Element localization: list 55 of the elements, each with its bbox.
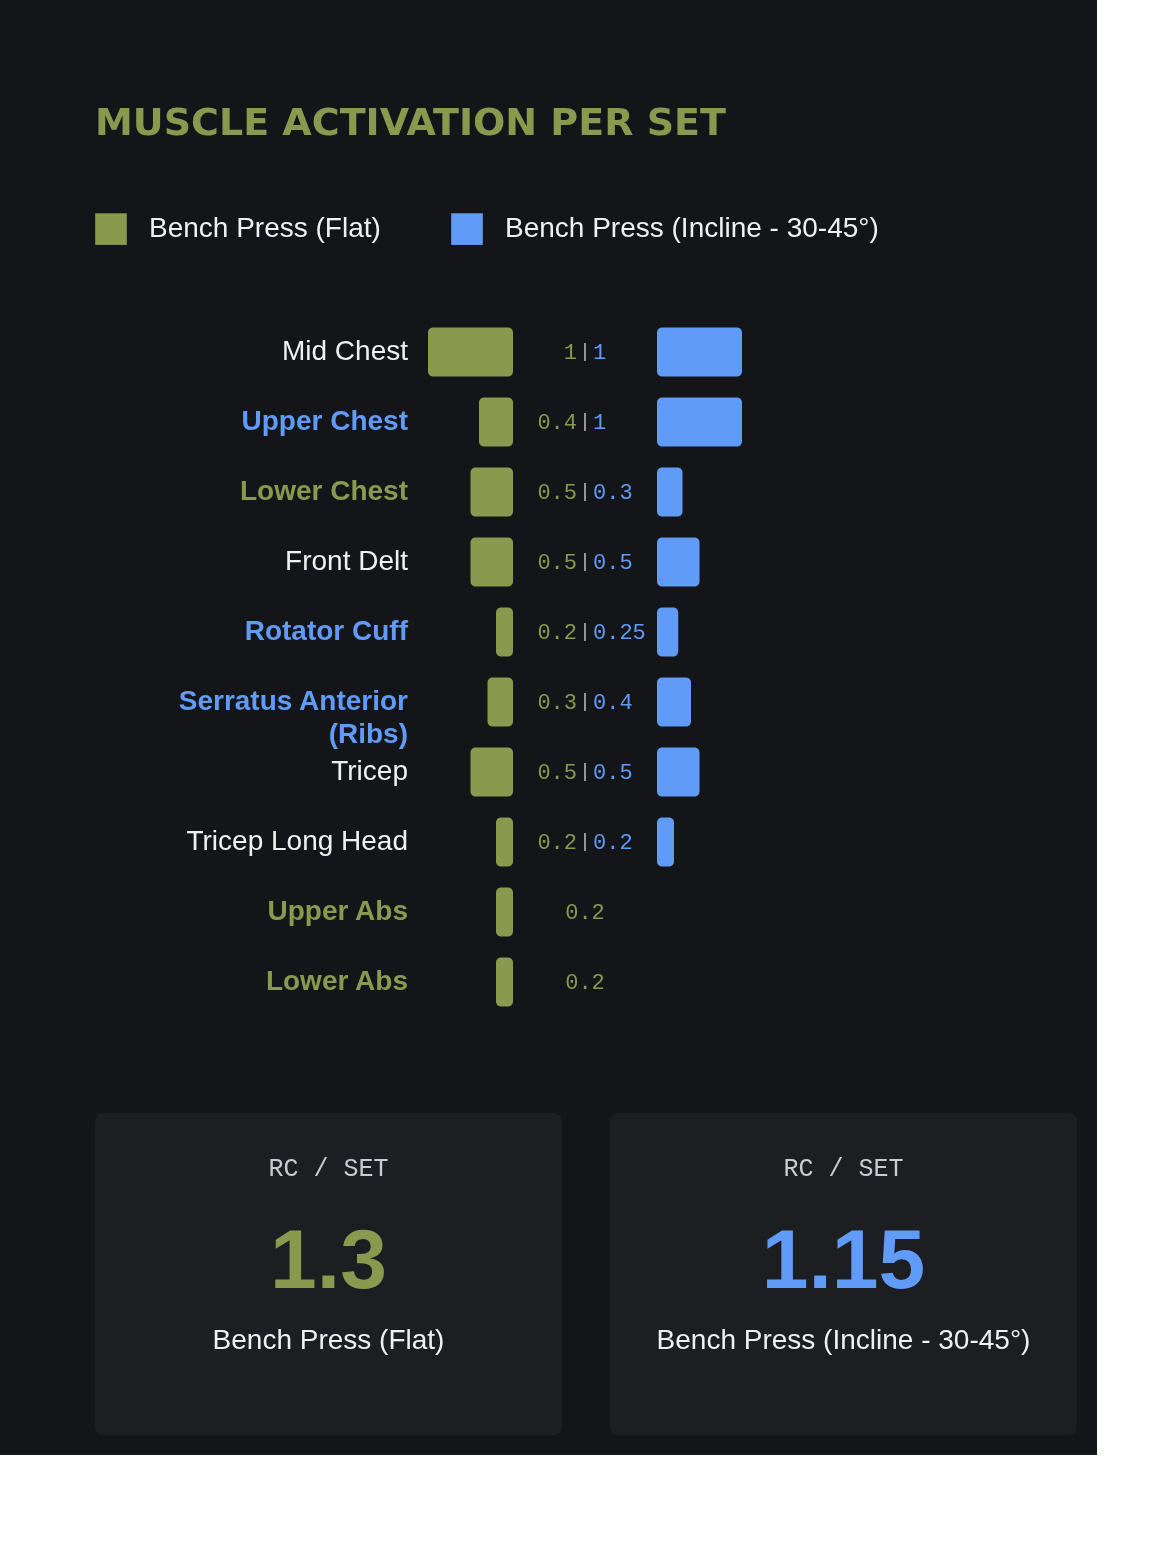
data-label: 0.2 [593, 831, 633, 856]
bar [496, 957, 513, 1007]
data-label: 0.3 [593, 481, 633, 506]
data-label: 0.2 [565, 971, 605, 996]
text: Bench Press (Incline - 30-45°) [656, 1324, 1031, 1355]
legend-label: Bench Press (Flat) [149, 212, 381, 244]
bar [496, 817, 513, 867]
data-label: 0.5 [537, 551, 577, 576]
y-tick-label: Upper Chest [241, 405, 408, 436]
text: Bench Press (Flat) [212, 1324, 445, 1355]
bar [496, 607, 513, 657]
data-label: 0.5 [537, 481, 577, 506]
bar [496, 887, 513, 937]
text: 1.15 [761, 1212, 926, 1306]
data-label: 1 [563, 341, 577, 366]
text: RC / SET [783, 1155, 904, 1184]
data-label: 0.4 [537, 411, 577, 436]
y-tick-label: Lower Chest [239, 475, 408, 506]
bar [657, 817, 674, 867]
y-tick-label: Rotator Cuff [244, 615, 409, 646]
legend-label: Bench Press (Incline - 30-45°) [505, 212, 879, 244]
y-tick-label: Upper Abs [267, 895, 408, 926]
y-tick-label: Serratus Anterior (Ribs) [178, 685, 409, 749]
bar [657, 537, 700, 587]
text: 1.3 [270, 1212, 387, 1306]
bar [657, 397, 742, 447]
bar [479, 397, 513, 447]
data-label: 1 [593, 341, 607, 366]
bar [428, 327, 513, 377]
text: RC / SET [268, 1155, 389, 1184]
y-tick-label: Tricep [331, 755, 408, 786]
bar [657, 327, 742, 377]
data-label: 1 [593, 411, 607, 436]
bar [470, 467, 513, 517]
bar [657, 747, 700, 797]
bar [657, 467, 683, 517]
bar [657, 607, 679, 657]
bar [657, 677, 691, 727]
data-label: 0.5 [593, 761, 633, 786]
y-tick-label: Mid Chest [281, 335, 409, 366]
data-label: 0.25 [593, 621, 646, 646]
data-label: 0.2 [565, 901, 605, 926]
data-label: 0.4 [593, 691, 633, 716]
y-tick-label: Lower Abs [265, 965, 408, 996]
data-label: 0.5 [593, 551, 633, 576]
y-tick-label: Front Delt [285, 545, 409, 576]
data-label: 0.3 [537, 691, 577, 716]
bar [470, 537, 513, 587]
y-tick-label: Tricep Long Head [186, 825, 408, 856]
data-label: 0.2 [537, 621, 577, 646]
data-label: 0.2 [537, 831, 577, 856]
bar [487, 677, 513, 727]
bar [470, 747, 513, 797]
data-label: 0.5 [537, 761, 577, 786]
chart-title: MUSCLE ACTIVATION PER SET [95, 100, 726, 144]
